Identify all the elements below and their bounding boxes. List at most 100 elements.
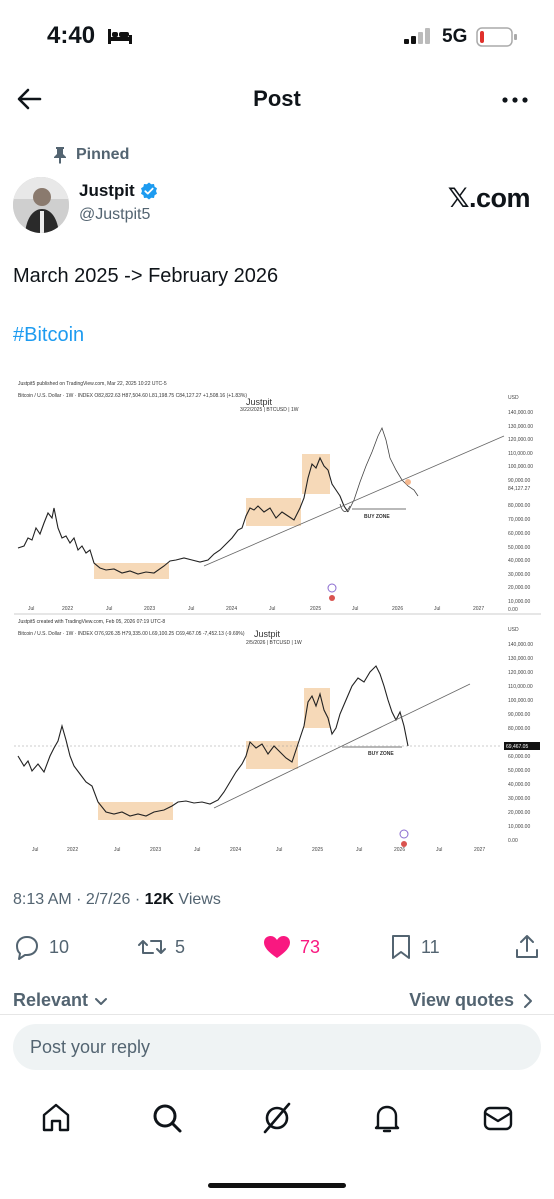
svg-text:Jul: Jul bbox=[356, 847, 362, 853]
sleep-focus-icon bbox=[108, 29, 132, 44]
reply-placeholder: Post your reply bbox=[30, 1037, 151, 1057]
cellular-signal-icon bbox=[404, 28, 430, 44]
svg-text:100,000.00: 100,000.00 bbox=[508, 698, 533, 704]
svg-text:120,000.00: 120,000.00 bbox=[508, 670, 533, 676]
bookmark-button[interactable]: 11 bbox=[389, 930, 440, 964]
svg-text:40,000.00: 40,000.00 bbox=[508, 558, 530, 564]
svg-text:Jul: Jul bbox=[28, 606, 34, 612]
y-axis-bottom: 140,000.00 130,000.00 120,000.00 110,000… bbox=[508, 642, 533, 844]
grok-icon[interactable] bbox=[259, 1100, 295, 1136]
svg-text:Jul: Jul bbox=[194, 847, 200, 853]
like-button[interactable]: 73 bbox=[262, 930, 320, 964]
price-line-bottom bbox=[17, 665, 409, 817]
svg-text:110,000.00: 110,000.00 bbox=[508, 451, 533, 457]
repost-button[interactable]: 5 bbox=[137, 930, 185, 964]
home-icon[interactable] bbox=[38, 1100, 74, 1136]
chart-top-publisher: Justpit5 published on TradingView.com, M… bbox=[18, 381, 167, 387]
x-axis-bottom: Jul 2022 Jul 2023 Jul 2024 Jul 2025 Jul … bbox=[32, 847, 485, 853]
heart-filled-icon bbox=[264, 936, 290, 958]
reply-input[interactable]: Post your reply bbox=[13, 1024, 541, 1070]
svg-text:90,000.00: 90,000.00 bbox=[508, 478, 530, 484]
svg-text:60,000.00: 60,000.00 bbox=[508, 531, 530, 537]
svg-text:2023: 2023 bbox=[144, 606, 155, 612]
chevron-right-icon bbox=[524, 993, 532, 1008]
svg-text:40,000.00: 40,000.00 bbox=[508, 782, 530, 788]
bookmark-icon bbox=[392, 935, 410, 959]
svg-text:Jul: Jul bbox=[436, 847, 442, 853]
search-icon[interactable] bbox=[149, 1100, 185, 1136]
svg-text:20,000.00: 20,000.00 bbox=[508, 585, 530, 591]
view-quotes-link[interactable]: View quotes bbox=[409, 990, 536, 1011]
svg-text:0.00: 0.00 bbox=[508, 607, 518, 613]
svg-text:2026: 2026 bbox=[392, 606, 403, 612]
svg-text:80,000.00: 80,000.00 bbox=[508, 503, 530, 509]
svg-text:30,000.00: 30,000.00 bbox=[508, 796, 530, 802]
source-badge: 𝕏.com bbox=[447, 183, 531, 213]
repost-count: 5 bbox=[175, 936, 186, 957]
pinned-indicator: Pinned bbox=[52, 144, 129, 166]
svg-text:2023: 2023 bbox=[150, 847, 161, 853]
author-handle[interactable]: @Justpit5 bbox=[79, 206, 151, 223]
svg-text:140,000.00: 140,000.00 bbox=[508, 642, 533, 648]
chart-bottom-symbol: Bitcoin / U.S. Dollar · 1W · INDEX O76,9… bbox=[18, 631, 245, 637]
chart-bottom-currency: USD bbox=[508, 627, 519, 633]
svg-text:2027: 2027 bbox=[473, 606, 484, 612]
view-quotes-label: View quotes bbox=[409, 990, 514, 1010]
svg-text:90,000.00: 90,000.00 bbox=[508, 712, 530, 718]
avatar[interactable] bbox=[13, 177, 69, 233]
reply-icon bbox=[16, 936, 38, 960]
svg-text:Jul: Jul bbox=[188, 606, 194, 612]
reply-sort-dropdown[interactable]: Relevant bbox=[13, 990, 110, 1011]
svg-text:10,000.00: 10,000.00 bbox=[508, 599, 530, 605]
chart-bottom-watermark: Justpit bbox=[254, 629, 281, 639]
svg-text:2024: 2024 bbox=[226, 606, 237, 612]
like-count: 73 bbox=[300, 936, 321, 957]
svg-text:0.00: 0.00 bbox=[508, 838, 518, 844]
svg-text:60,000.00: 60,000.00 bbox=[508, 754, 530, 760]
svg-text:2022: 2022 bbox=[67, 847, 78, 853]
author-name-text: Justpit bbox=[79, 181, 135, 200]
network-type: 5G bbox=[442, 26, 468, 47]
svg-text:100,000.00: 100,000.00 bbox=[508, 464, 533, 470]
hashtag-link[interactable]: #Bitcoin bbox=[13, 324, 85, 346]
chart-panel-bottom: Justpit5 created with TradingView.com, F… bbox=[14, 616, 541, 856]
price-line-top bbox=[17, 456, 349, 575]
views-label: Views bbox=[173, 891, 221, 908]
status-bar: 4:40 5G bbox=[0, 0, 554, 70]
avatar-image bbox=[13, 177, 69, 233]
svg-text:50,000.00: 50,000.00 bbox=[508, 768, 530, 774]
status-time: 4:40 bbox=[47, 22, 96, 49]
share-button[interactable] bbox=[513, 930, 541, 964]
svg-text:130,000.00: 130,000.00 bbox=[508, 656, 533, 662]
chart-panel-top: Justpit5 published on TradingView.com, M… bbox=[14, 378, 541, 615]
chart-top-watermark-sub: 3/22/2025 | BTCUSD | 1W bbox=[240, 407, 299, 413]
tweet-media-image[interactable]: Justpit5 published on TradingView.com, M… bbox=[14, 378, 541, 856]
verified-badge-icon bbox=[140, 182, 157, 200]
buy-zone-label-bottom: BUY ZONE bbox=[368, 751, 394, 757]
svg-text:2024: 2024 bbox=[230, 847, 241, 853]
svg-text:2025: 2025 bbox=[312, 847, 323, 853]
svg-text:140,000.00: 140,000.00 bbox=[508, 410, 533, 416]
svg-text:30,000.00: 30,000.00 bbox=[508, 572, 530, 578]
notifications-icon[interactable] bbox=[369, 1100, 405, 1136]
post-meta: 8:13 AM · 2/7/26 · 12K Views bbox=[13, 891, 221, 909]
buy-zone-label: BUY ZONE bbox=[364, 514, 390, 520]
svg-text:Jul: Jul bbox=[434, 606, 440, 612]
more-options-icon[interactable] bbox=[500, 88, 530, 112]
bookmark-count: 11 bbox=[421, 936, 440, 957]
chart-bottom-publisher: Justpit5 created with TradingView.com, F… bbox=[18, 619, 165, 625]
chevron-down-icon bbox=[95, 997, 108, 1005]
x-axis-top: Jul 2022 Jul 2023 Jul 2024 Jul 2025 Jul … bbox=[28, 606, 484, 612]
back-arrow-icon[interactable] bbox=[14, 84, 44, 114]
page-title: Post bbox=[253, 86, 301, 111]
author-name[interactable]: Justpit bbox=[79, 181, 158, 201]
messages-icon[interactable] bbox=[480, 1100, 516, 1136]
reply-button[interactable]: 10 bbox=[13, 930, 69, 964]
y-axis-top: 140,000.00 130,000.00 120,000.00 110,000… bbox=[508, 410, 533, 613]
svg-text:2022: 2022 bbox=[62, 606, 73, 612]
repost-icon bbox=[138, 940, 166, 954]
svg-text:50,000.00: 50,000.00 bbox=[508, 545, 530, 551]
chart-top-symbol: Bitcoin / U.S. Dollar · 1W · INDEX O82,8… bbox=[18, 393, 247, 399]
home-indicator bbox=[208, 1183, 346, 1188]
svg-text:Jul: Jul bbox=[32, 847, 38, 853]
